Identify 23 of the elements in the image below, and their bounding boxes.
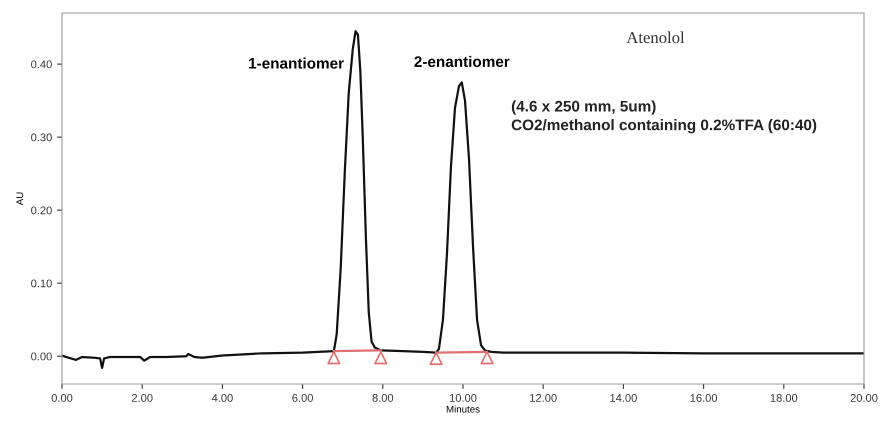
x-tick-label: 16.00 [690, 394, 718, 402]
y-tick-label: 0.10 [31, 279, 52, 288]
x-tick-label: 6.00 [292, 394, 313, 402]
y-tick-label: 0.00 [31, 352, 52, 360]
x-tick-label: 12.00 [530, 394, 557, 402]
x-tick-label: 4.00 [212, 394, 233, 402]
x-tick-label: 10.00 [450, 394, 476, 402]
y-tick-label: 0.20 [31, 206, 52, 214]
annotation: 1-enantiomer [249, 57, 344, 69]
x-tick-label: 14.00 [610, 394, 637, 402]
y-tick-label: 0.40 [31, 60, 52, 68]
x-tick-label: 0.00 [52, 394, 72, 402]
x-axis-title: Minutes [446, 405, 480, 413]
annotation: (4.6 x 250 mm, 5um) CO2/methanol containing 0.2%TFA (60:40) [512, 100, 816, 134]
annotation: 2-enantiomer [414, 56, 510, 68]
y-tick-label: 0.30 [31, 133, 52, 142]
x-tick-label: 18.00 [770, 394, 798, 402]
text: Atenolol [626, 31, 684, 44]
x-tick-label: 20.00 [850, 394, 878, 402]
x-tick-label: 2.00 [132, 394, 153, 402]
line-series [62, 30, 864, 370]
y-axis-title: AU [16, 192, 24, 206]
x-tick-label: 8.00 [372, 394, 394, 402]
